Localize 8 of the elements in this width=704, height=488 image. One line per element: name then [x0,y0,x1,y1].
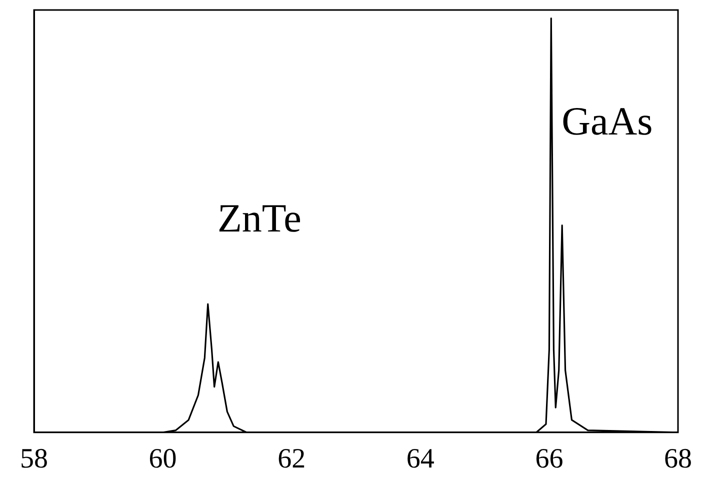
x-tick-label: 62 [278,444,306,475]
annotation: GaAs [562,98,653,144]
x-tick-label: 66 [535,444,564,475]
x-tick-label: 64 [406,444,434,475]
x-tick-label: 68 [664,444,692,475]
x-tick-label: 60 [148,444,177,475]
annotation: ZnTe [217,196,302,241]
x-tick-label: 58 [20,444,48,475]
